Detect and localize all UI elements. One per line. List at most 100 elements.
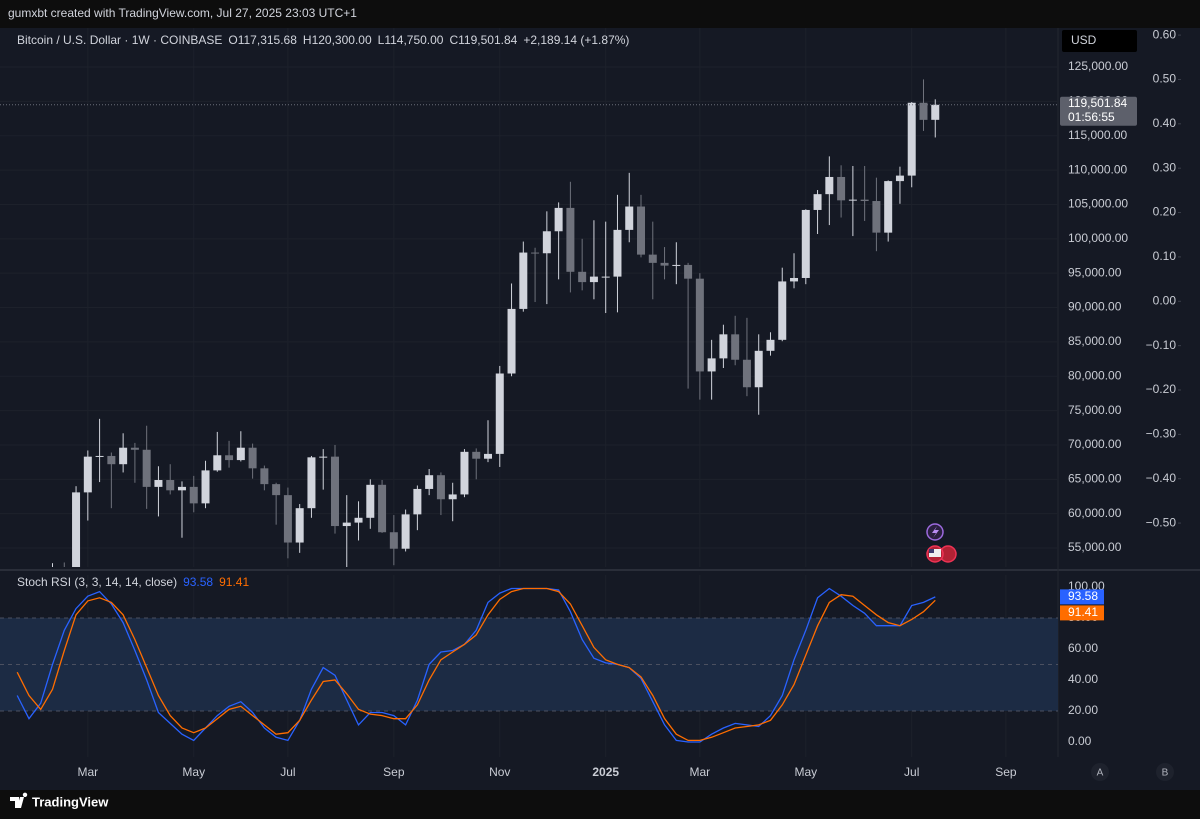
candle-body (166, 480, 175, 491)
indicator-title: Stoch RSI (3, 3, 14, 14, close) (17, 575, 177, 589)
candle-body (872, 201, 881, 233)
y-tick-label: 60.00 (1068, 641, 1098, 655)
candle-body (778, 281, 787, 340)
axis-button[interactable] (1091, 763, 1109, 781)
x-tick-label: May (794, 765, 817, 779)
candle-body (154, 480, 163, 487)
candle-body (907, 102, 916, 176)
chart-title: Bitcoin / U.S. Dollar · 1W · COINBASE (17, 33, 222, 47)
y-tick-label: 0.00 (1068, 734, 1092, 748)
x-tick-label: Mar (690, 765, 711, 779)
candle-body (742, 359, 751, 388)
candle-body (531, 252, 540, 254)
candle-body (436, 475, 445, 500)
change-label: +2,189.14 (+1.87%) (523, 33, 629, 47)
brand-logo (10, 792, 28, 808)
y-tick-label: 115,000.00 (1068, 128, 1127, 142)
candle-body (142, 449, 151, 487)
candle-body (189, 486, 198, 504)
candle-body (107, 455, 116, 465)
price-tag (1060, 96, 1137, 126)
candle-body (201, 470, 210, 504)
y-tick-label: 95,000.00 (1068, 265, 1122, 279)
candle-body (613, 229, 622, 277)
y-tick-label: 65,000.00 (1068, 471, 1122, 485)
candle-body (119, 447, 128, 465)
candle-body (848, 199, 857, 201)
candle-body (931, 104, 940, 120)
candle-body (566, 207, 575, 272)
candle-body (236, 447, 245, 461)
candle-body (401, 514, 410, 549)
candle-body (837, 176, 846, 201)
candle-body (389, 532, 398, 549)
candle-body (554, 207, 563, 232)
candle-body (225, 455, 234, 461)
y-tick-label: 20.00 (1068, 703, 1098, 717)
candle-body (660, 262, 669, 266)
candle-body (95, 455, 104, 457)
candle-body (672, 264, 681, 266)
candle-body (731, 334, 740, 360)
value-tag (1060, 589, 1104, 605)
y2-tick-label: 0.30 (1153, 160, 1177, 174)
y-tick-label: 125,000.00 (1068, 59, 1128, 73)
stoch-line (16, 587, 936, 743)
y-tick-label: 90,000.00 (1068, 300, 1122, 314)
y2-tick-label: 0.40 (1153, 116, 1177, 130)
x-tick-label: Nov (489, 765, 510, 779)
y2-tick-label: −0.40 (1146, 471, 1177, 485)
candle-body (307, 457, 316, 509)
x-tick-label: Sep (383, 765, 405, 779)
ohlc-label: O117,315.68 (228, 33, 297, 47)
candle-body (601, 276, 610, 278)
legend-value: 93.58 (183, 575, 213, 589)
y-tick-label: 80,000.00 (1068, 368, 1122, 382)
candles (0, 79, 1058, 567)
y2-tick-label: 0.10 (1153, 249, 1177, 263)
x-tick-label: Jul (280, 765, 295, 779)
candle-body (130, 447, 139, 450)
x-tick-label: Jul (904, 765, 919, 779)
currency: USD (1071, 33, 1097, 47)
candle-body (319, 456, 328, 458)
candle-body (919, 102, 928, 120)
candle-body (295, 508, 304, 543)
candle-body (83, 456, 92, 493)
candle-body (248, 447, 257, 469)
flag-canton (929, 549, 934, 553)
top-bar (0, 0, 1200, 28)
value-tag (1060, 605, 1104, 621)
candle-body (72, 492, 81, 567)
y-tick-label: 85,000.00 (1068, 334, 1122, 348)
value-tag-label: 91.41 (1068, 605, 1098, 619)
axis-button[interactable] (1156, 763, 1174, 781)
attribution: gumxbt created with TradingView.com, Jul… (8, 6, 357, 20)
currency-box[interactable] (1062, 30, 1137, 52)
candle-body (707, 358, 716, 372)
ohlc-label: H120,300.00 (303, 33, 372, 47)
candle-body (754, 350, 763, 388)
ohlc-label: L114,750.00 (378, 33, 444, 47)
candle-body (484, 453, 492, 459)
candle-body (366, 484, 375, 518)
candle-body (448, 494, 457, 500)
y2-tick-label: 0.00 (1153, 293, 1177, 307)
candle-body (825, 176, 834, 195)
y-tick-label: 60,000.00 (1068, 506, 1122, 520)
grid (0, 28, 1058, 757)
candle-body (625, 206, 634, 230)
candle-body (472, 451, 481, 459)
event-bolt (932, 526, 939, 538)
x-tick-label: Sep (995, 765, 1017, 779)
candle-body (342, 522, 351, 527)
legend-value: 91.41 (219, 575, 249, 589)
y-tick-label: 55,000.00 (1068, 540, 1122, 554)
labels: Mar May Jul Sep Nov 2025 Mar May Jul Sep 55,000.00… (17, 27, 1181, 779)
candle-body (354, 517, 363, 523)
flag-stripes (929, 549, 941, 557)
price-tag-countdown: 01:56:55 (1068, 110, 1115, 124)
candle-body (589, 276, 598, 283)
candle-body (884, 181, 893, 233)
